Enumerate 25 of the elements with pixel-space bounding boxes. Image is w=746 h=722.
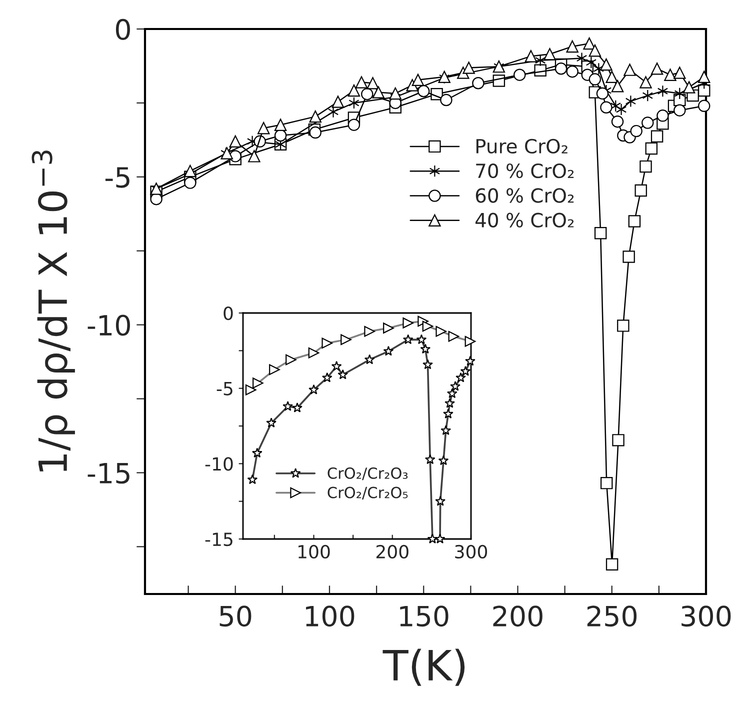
y-tick-label: -10 (205, 457, 233, 471)
y-tick-label: -10 (88, 314, 130, 336)
y-tick-label: 0 (224, 306, 233, 320)
x-tick-label: 50 (220, 606, 252, 627)
x-tick-label: 300 (682, 606, 731, 627)
legend-label: CrO₂/Cr₂O₃ (328, 467, 408, 480)
x-tick-label: 100 (306, 606, 354, 627)
x-axis-title: T(K) (382, 648, 465, 686)
y-tick-label: -15 (205, 532, 232, 546)
x-tick-label: 250 (587, 606, 637, 627)
legend-label: 60 % CrO₂ (476, 188, 574, 203)
x-tick-label: 100 (298, 544, 330, 559)
x-tick-label: 200 (376, 544, 408, 559)
y-tick-label: -5 (105, 167, 130, 188)
legend-label: 40 % CrO₂ (476, 212, 574, 228)
y-tick-label: 0 (116, 18, 130, 40)
x-tick-label: 300 (455, 544, 488, 559)
legend-label: CrO₂/Cr₂O₅ (328, 486, 408, 500)
y-tick-label: -15 (88, 463, 130, 484)
legend-label: Pure CrO₂ (476, 138, 568, 154)
legend-label: 70 % CrO₂ (476, 163, 574, 178)
y-tick-label: -5 (216, 382, 232, 396)
y-axis-title: 1/ρ dρ/dT X 10$^{−3}$ (32, 150, 75, 472)
x-tick-label: 200 (493, 606, 542, 627)
x-tick-label: 150 (400, 606, 448, 627)
